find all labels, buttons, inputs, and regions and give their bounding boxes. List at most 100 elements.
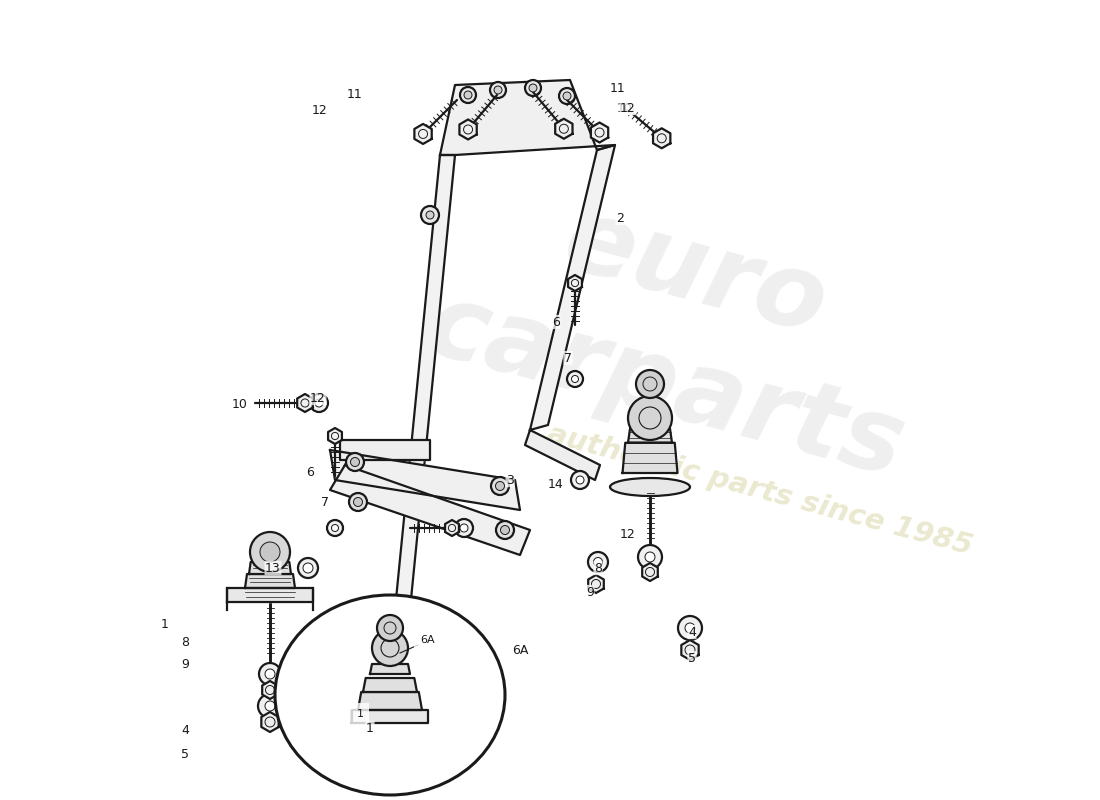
Text: 7: 7 (321, 497, 329, 510)
Circle shape (491, 477, 509, 495)
Circle shape (426, 211, 434, 219)
Text: 1: 1 (161, 618, 169, 631)
Text: 1: 1 (366, 722, 374, 734)
Text: 8: 8 (182, 637, 189, 650)
Text: 9: 9 (586, 586, 594, 598)
Circle shape (563, 92, 571, 100)
Circle shape (572, 375, 579, 382)
Circle shape (490, 82, 506, 98)
Circle shape (421, 206, 439, 224)
Polygon shape (262, 681, 278, 699)
Circle shape (351, 458, 360, 466)
Circle shape (258, 663, 280, 685)
Polygon shape (358, 692, 422, 710)
Circle shape (496, 521, 514, 539)
Text: 6A: 6A (512, 643, 528, 657)
Polygon shape (446, 520, 459, 536)
Circle shape (377, 615, 403, 641)
Text: 12: 12 (620, 102, 636, 114)
Polygon shape (588, 575, 604, 593)
Circle shape (258, 694, 282, 718)
Circle shape (260, 542, 280, 562)
Circle shape (576, 476, 584, 484)
Text: 14: 14 (548, 478, 564, 490)
Circle shape (298, 558, 318, 578)
Polygon shape (370, 664, 410, 674)
Circle shape (571, 471, 588, 489)
Circle shape (494, 86, 502, 94)
Circle shape (372, 630, 408, 666)
Circle shape (327, 520, 343, 536)
Polygon shape (415, 124, 431, 144)
Polygon shape (297, 394, 312, 412)
Circle shape (353, 498, 363, 506)
Circle shape (529, 84, 537, 92)
Text: 12: 12 (620, 529, 636, 542)
Polygon shape (530, 145, 615, 430)
Text: 4: 4 (689, 626, 696, 638)
Polygon shape (681, 640, 698, 660)
Circle shape (495, 482, 505, 490)
Text: 3: 3 (506, 474, 514, 486)
Polygon shape (363, 678, 417, 692)
Circle shape (685, 623, 695, 633)
Text: 12: 12 (312, 103, 328, 117)
Circle shape (594, 558, 603, 566)
Circle shape (265, 701, 275, 711)
Text: 11: 11 (610, 82, 626, 94)
Text: 12: 12 (310, 391, 326, 405)
Polygon shape (390, 155, 455, 660)
Text: 13: 13 (265, 562, 280, 574)
Circle shape (349, 493, 367, 511)
Circle shape (588, 552, 608, 572)
Circle shape (315, 399, 323, 407)
Polygon shape (328, 428, 342, 444)
Circle shape (628, 396, 672, 440)
Text: 9: 9 (182, 658, 189, 671)
Text: authentic parts since 1985: authentic parts since 1985 (544, 420, 976, 560)
Text: 4: 4 (182, 723, 189, 737)
Polygon shape (249, 562, 292, 574)
Circle shape (250, 532, 290, 572)
Polygon shape (262, 712, 278, 732)
Polygon shape (460, 119, 476, 139)
Polygon shape (642, 563, 658, 581)
Text: 6: 6 (552, 315, 560, 329)
Polygon shape (653, 128, 670, 148)
Polygon shape (591, 122, 608, 142)
Polygon shape (352, 710, 428, 723)
Polygon shape (330, 450, 520, 510)
Text: 11: 11 (348, 89, 363, 102)
Circle shape (455, 519, 473, 537)
Text: 10: 10 (232, 398, 248, 411)
Polygon shape (628, 427, 672, 442)
Circle shape (302, 563, 313, 573)
Circle shape (678, 616, 702, 640)
Circle shape (566, 371, 583, 387)
Ellipse shape (610, 478, 690, 496)
Polygon shape (253, 552, 287, 562)
Text: 5: 5 (688, 651, 696, 665)
Circle shape (265, 669, 275, 679)
Polygon shape (634, 418, 667, 427)
Polygon shape (227, 588, 314, 602)
Text: euro
carparts: euro carparts (415, 162, 945, 498)
Text: 2: 2 (616, 211, 624, 225)
Polygon shape (623, 442, 678, 473)
Circle shape (645, 552, 654, 562)
Text: 1: 1 (356, 709, 363, 719)
Polygon shape (568, 275, 582, 291)
Circle shape (636, 370, 664, 398)
Polygon shape (340, 440, 430, 460)
Text: 6A: 6A (420, 635, 434, 645)
Polygon shape (525, 430, 600, 480)
Polygon shape (440, 80, 615, 155)
Text: 10: 10 (617, 102, 632, 114)
Circle shape (346, 453, 364, 471)
Text: 7: 7 (564, 351, 572, 365)
Polygon shape (245, 574, 295, 588)
Text: 5: 5 (182, 749, 189, 762)
Circle shape (460, 87, 476, 103)
Circle shape (559, 88, 575, 104)
Polygon shape (556, 118, 572, 138)
